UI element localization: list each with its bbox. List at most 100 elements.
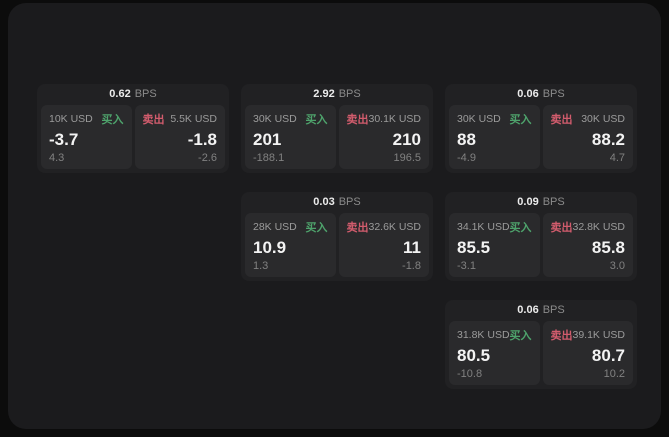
- quote-panes: 28K USD 买入 10.9 1.3 卖出 32.6K USD 11 -1.8: [245, 213, 429, 277]
- buy-size: 34.1K USD: [457, 221, 510, 233]
- sell-price: 210: [392, 129, 421, 149]
- sell-quote-pane[interactable]: 卖出 5.5K USD -1.8 -2.6: [134, 105, 225, 169]
- buy-size: 28K USD: [253, 221, 297, 233]
- sell-price: 11: [403, 237, 421, 257]
- buy-pane-header: 31.8K USD 买入: [457, 327, 532, 343]
- spread-header: 0.06 BPS: [449, 300, 633, 321]
- buy-quote-pane[interactable]: 30K USD 买入 88 -4.9: [449, 105, 540, 169]
- buy-delta: -4.9: [457, 152, 476, 164]
- sell-size: 32.6K USD: [368, 221, 422, 233]
- buy-price: 88: [457, 129, 476, 149]
- buy-size: 10K USD: [49, 113, 93, 125]
- sell-pane-header: 卖出 5.5K USD: [143, 111, 218, 127]
- sell-pane-header: 卖出 30.1K USD: [347, 111, 422, 127]
- buy-pane-header: 28K USD 买入: [253, 219, 328, 235]
- buy-price: -3.7: [49, 129, 79, 149]
- spread-value: 0.06: [517, 304, 539, 316]
- quote-card: 0.09 BPS 34.1K USD 买入 85.5 -3.1 卖出 32.8K…: [445, 192, 637, 281]
- sell-side-label: 卖出: [142, 114, 165, 126]
- buy-side-label: 买入: [101, 114, 124, 126]
- quote-card: 0.06 BPS 31.8K USD 买入 80.5 -10.8 卖出 39.1…: [445, 300, 637, 389]
- buy-price: 85.5: [457, 237, 491, 257]
- buy-size: 31.8K USD: [457, 329, 510, 341]
- quote-card: 2.92 BPS 30K USD 买入 201 -188.1 卖出 30.1K …: [241, 84, 433, 173]
- quote-panes: 34.1K USD 买入 85.5 -3.1 卖出 32.8K USD 85.8…: [449, 213, 633, 277]
- sell-pane-header: 卖出 32.6K USD: [347, 219, 422, 235]
- sell-delta: 196.5: [393, 152, 421, 164]
- sell-side-label: 卖出: [550, 222, 573, 234]
- sell-price: 88.2: [591, 129, 625, 149]
- sell-delta: -1.8: [402, 260, 421, 272]
- quote-board-panel: 0.62 BPS 10K USD 买入 -3.7 4.3 卖出 5.5K USD…: [8, 3, 661, 429]
- bps-unit-label: BPS: [542, 304, 565, 316]
- sell-quote-pane[interactable]: 卖出 39.1K USD 80.7 10.2: [542, 321, 633, 385]
- sell-quote-pane[interactable]: 卖出 30K USD 88.2 4.7: [542, 105, 633, 169]
- bps-unit-label: BPS: [542, 196, 565, 208]
- quote-panes: 30K USD 买入 201 -188.1 卖出 30.1K USD 210 1…: [245, 105, 429, 169]
- bps-unit-label: BPS: [542, 88, 565, 100]
- sell-pane-header: 卖出 32.8K USD: [551, 219, 626, 235]
- sell-size: 30K USD: [581, 113, 625, 125]
- buy-side-label: 买入: [509, 114, 532, 126]
- sell-size: 30.1K USD: [368, 113, 422, 125]
- quote-card: 0.03 BPS 28K USD 买入 10.9 1.3 卖出 32.6K US…: [241, 192, 433, 281]
- sell-delta: 4.7: [609, 152, 625, 164]
- sell-quote-pane[interactable]: 卖出 32.6K USD 11 -1.8: [338, 213, 429, 277]
- buy-quote-pane[interactable]: 10K USD 买入 -3.7 4.3: [41, 105, 132, 169]
- spread-value: 0.62: [109, 88, 131, 100]
- quote-panes: 30K USD 买入 88 -4.9 卖出 30K USD 88.2 4.7: [449, 105, 633, 169]
- sell-delta: 10.2: [603, 368, 625, 380]
- buy-quote-pane[interactable]: 28K USD 买入 10.9 1.3: [245, 213, 336, 277]
- quote-card: 0.62 BPS 10K USD 买入 -3.7 4.3 卖出 5.5K USD…: [37, 84, 229, 173]
- sell-side-label: 卖出: [346, 114, 369, 126]
- quote-cards-grid: 0.62 BPS 10K USD 买入 -3.7 4.3 卖出 5.5K USD…: [8, 3, 661, 389]
- buy-pane-header: 10K USD 买入: [49, 111, 124, 127]
- sell-size: 39.1K USD: [572, 329, 626, 341]
- buy-delta: 4.3: [49, 152, 65, 164]
- buy-quote-pane[interactable]: 31.8K USD 买入 80.5 -10.8: [449, 321, 540, 385]
- buy-delta: -188.1: [253, 152, 285, 164]
- spread-header: 2.92 BPS: [245, 84, 429, 105]
- sell-side-label: 卖出: [346, 222, 369, 234]
- buy-size: 30K USD: [457, 113, 501, 125]
- spread-header: 0.03 BPS: [245, 192, 429, 213]
- spread-header: 0.06 BPS: [449, 84, 633, 105]
- buy-size: 30K USD: [253, 113, 297, 125]
- buy-price: 10.9: [253, 237, 287, 257]
- spread-value: 2.92: [313, 88, 335, 100]
- sell-delta: 3.0: [609, 260, 625, 272]
- spread-value: 0.03: [313, 196, 335, 208]
- buy-pane-header: 34.1K USD 买入: [457, 219, 532, 235]
- buy-delta: 1.3: [253, 260, 269, 272]
- bps-unit-label: BPS: [338, 88, 361, 100]
- bps-unit-label: BPS: [134, 88, 157, 100]
- sell-quote-pane[interactable]: 卖出 32.8K USD 85.8 3.0: [542, 213, 633, 277]
- sell-pane-header: 卖出 30K USD: [551, 111, 626, 127]
- quote-panes: 31.8K USD 买入 80.5 -10.8 卖出 39.1K USD 80.…: [449, 321, 633, 385]
- sell-pane-header: 卖出 39.1K USD: [551, 327, 626, 343]
- buy-pane-header: 30K USD 买入: [457, 111, 532, 127]
- sell-size: 5.5K USD: [170, 113, 217, 125]
- quote-card: 0.06 BPS 30K USD 买入 88 -4.9 卖出 30K USD 8…: [445, 84, 637, 173]
- spread-header: 0.09 BPS: [449, 192, 633, 213]
- buy-delta: -10.8: [457, 368, 483, 380]
- sell-price: 85.8: [591, 237, 625, 257]
- bps-unit-label: BPS: [338, 196, 361, 208]
- buy-price: 80.5: [457, 345, 491, 365]
- sell-side-label: 卖出: [550, 330, 573, 342]
- sell-side-label: 卖出: [550, 114, 573, 126]
- buy-side-label: 买入: [305, 222, 328, 234]
- buy-quote-pane[interactable]: 30K USD 买入 201 -188.1: [245, 105, 336, 169]
- spread-value: 0.06: [517, 88, 539, 100]
- buy-side-label: 买入: [509, 330, 532, 342]
- quote-panes: 10K USD 买入 -3.7 4.3 卖出 5.5K USD -1.8 -2.…: [41, 105, 225, 169]
- sell-size: 32.8K USD: [572, 221, 626, 233]
- sell-quote-pane[interactable]: 卖出 30.1K USD 210 196.5: [338, 105, 429, 169]
- sell-price: -1.8: [187, 129, 217, 149]
- buy-delta: -3.1: [457, 260, 476, 272]
- buy-price: 201: [253, 129, 282, 149]
- sell-price: 80.7: [591, 345, 625, 365]
- spread-value: 0.09: [517, 196, 539, 208]
- buy-quote-pane[interactable]: 34.1K USD 买入 85.5 -3.1: [449, 213, 540, 277]
- sell-delta: -2.6: [198, 152, 217, 164]
